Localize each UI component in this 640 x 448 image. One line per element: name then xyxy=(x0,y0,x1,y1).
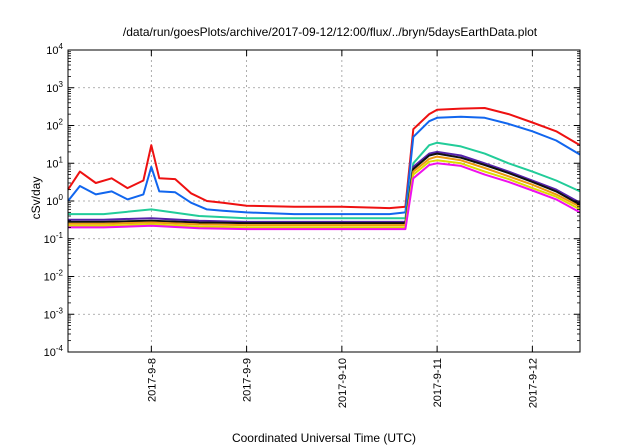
y-tick-label: 104 xyxy=(46,42,63,57)
y-tick-base: 10 xyxy=(44,347,56,359)
y-tick-base: 10 xyxy=(46,83,58,95)
y-tick-base: 10 xyxy=(46,45,58,57)
x-axis: 2017-9-8 2017-9-9 2017-9-10 2017-9-11 2017-9… xyxy=(146,50,539,408)
x-tick-label: 2017-9-8 xyxy=(146,358,158,402)
y-tick-label: 101 xyxy=(46,155,63,170)
y-tick-base: 10 xyxy=(46,196,58,208)
y-tick-base: 10 xyxy=(46,121,58,133)
series-line-5 xyxy=(68,152,581,225)
y-tick-exponent: 4 xyxy=(59,42,64,51)
series-line-8 xyxy=(68,162,581,231)
y-tick-exponent: -1 xyxy=(56,231,64,240)
x-tick-label: 2017-9-10 xyxy=(337,358,349,408)
y-tick-label: 10-4 xyxy=(44,344,64,359)
x-tick-label: 2017-9-11 xyxy=(432,358,444,407)
y-tick-exponent: 3 xyxy=(59,80,64,89)
series-line-3 xyxy=(68,141,581,220)
y-tick-label: 10-2 xyxy=(44,269,64,284)
y-tick-exponent: -2 xyxy=(56,269,64,278)
x-tick-label: 2017-9-9 xyxy=(242,358,254,402)
grid xyxy=(68,50,580,352)
y-tick-label: 10-3 xyxy=(44,306,64,321)
y-tick-label: 103 xyxy=(46,80,63,95)
y-tick-base: 10 xyxy=(44,309,56,321)
series-layer xyxy=(67,107,581,231)
chart-title: /data/run/goesPlots/archive/2017-09-12/1… xyxy=(123,25,538,39)
x-tick-label: 2017-9-12 xyxy=(527,358,539,408)
y-tick-exponent: 1 xyxy=(59,155,64,164)
y-tick-exponent: 0 xyxy=(59,193,64,202)
y-tick-exponent: -3 xyxy=(56,306,64,315)
x-axis-label: Coordinated Universal Time (UTC) xyxy=(232,431,416,445)
series-line-6 xyxy=(68,155,581,227)
y-tick-exponent: -4 xyxy=(56,344,64,353)
y-tick-base: 10 xyxy=(44,234,56,246)
series-line-2 xyxy=(67,115,581,216)
y-tick-base: 10 xyxy=(46,158,58,170)
series-line-1 xyxy=(67,107,581,210)
y-tick-label: 102 xyxy=(46,118,63,133)
y-axis-label: cSv/day xyxy=(29,177,43,220)
y-tick-label: 100 xyxy=(46,193,63,208)
y-tick-exponent: 2 xyxy=(59,118,64,127)
y-tick-label: 10-1 xyxy=(44,231,64,246)
series-line-4 xyxy=(68,150,581,223)
series-line-7 xyxy=(68,159,581,229)
y-tick-base: 10 xyxy=(44,272,56,284)
